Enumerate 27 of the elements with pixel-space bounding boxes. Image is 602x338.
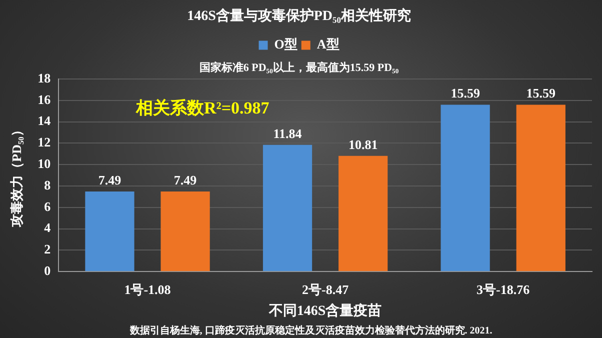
y-axis-title: 攻毒效力（PD₅₀）: [9, 124, 24, 228]
y-tick-label: 4: [44, 220, 52, 236]
text: 数据引自杨生海, 口蹄疫灭活抗原稳定性及灭活疫苗效力检验替代方法的研究. 2021.: [128, 324, 493, 337]
legend-label: O型: [274, 36, 298, 52]
y-tick-label: 14: [38, 113, 52, 128]
legend-label: A型: [316, 36, 340, 52]
y-tick-label: 0: [44, 262, 51, 278]
data-label: 11.84: [273, 126, 302, 141]
data-label: 15.59: [526, 86, 556, 101]
y-tick-label: 18: [38, 70, 52, 86]
x-tick-label: 2号-8.47: [302, 282, 350, 297]
chart-subtitle: 国家标准6 PD₅₀以上，最高值为15.59 PD₅₀: [199, 61, 400, 74]
data-label: 10.81: [348, 136, 378, 152]
x-tick-label: 1号-1.08: [124, 282, 172, 297]
y-tick-label: 2: [44, 242, 51, 257]
y-tick-label: 16: [38, 92, 52, 107]
y-tick-label: 12: [38, 134, 51, 150]
x-tick-label: 3号-18.76: [476, 282, 530, 297]
y-tick-label: 8: [44, 177, 52, 192]
y-tick-label: 10: [38, 156, 51, 171]
data-label: 7.49: [98, 172, 122, 188]
annotation: 相关系数R²=0.987: [134, 98, 270, 118]
data-label: 7.49: [174, 172, 198, 188]
data-label: 15.59: [450, 86, 480, 101]
y-tick-label: 6: [44, 198, 52, 214]
x-axis-title: 不同146S含量疫苗: [268, 302, 382, 320]
chart-title: 146S含量与攻毒保护PD₅₀相关性研究: [187, 7, 411, 24]
